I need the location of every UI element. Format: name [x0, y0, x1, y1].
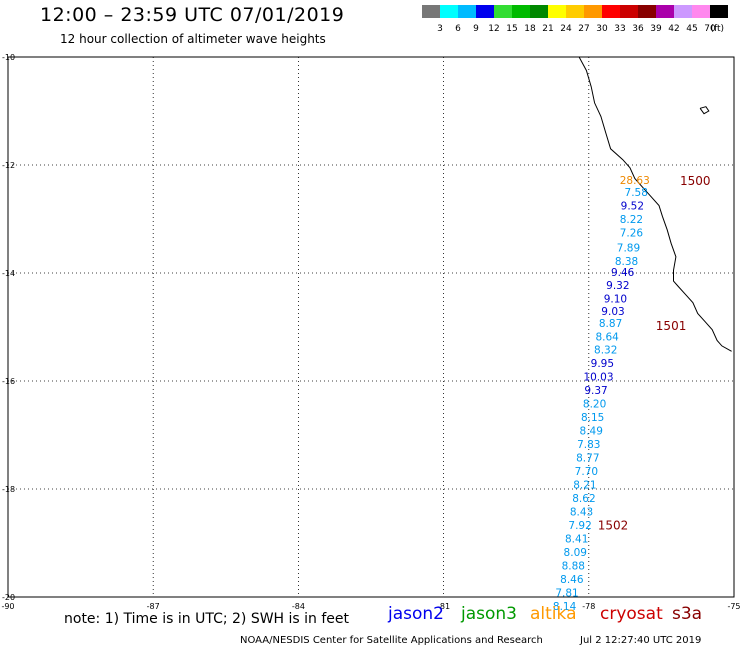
wave-height-value: 8.20 [583, 399, 606, 411]
wave-height-colorbar: 3 6 9 12 15 18 21 24 27 30 33 36 39 42 45 70(ft) [422, 5, 728, 34]
wave-height-value: 8.41 [565, 534, 588, 546]
colorbar-tick-label: 36 [632, 24, 644, 34]
colorbar-swatch [566, 5, 584, 18]
wave-height-value: 9.95 [591, 358, 614, 370]
pass-number-label: 1501 [656, 319, 687, 333]
wave-height-value: 8.64 [595, 332, 619, 344]
colorbar-tick-label: 9 [473, 24, 479, 34]
wave-height-value: 8.38 [615, 256, 638, 268]
lat-tick-label: -20 [2, 593, 15, 602]
colorbar-tick-label: 21 [542, 24, 553, 34]
map-title: 12:00 – 23:59 UTC 07/01/2019 [40, 4, 345, 26]
wave-height-value: 9.03 [601, 306, 624, 318]
wave-height-value: 7.58 [625, 187, 648, 199]
colorbar-swatch [656, 5, 674, 18]
pass-number-label: 1500 [680, 174, 711, 188]
wave-height-value: 28.63 [620, 175, 650, 187]
colorbar-swatch [494, 5, 512, 18]
colorbar-swatch [512, 5, 530, 18]
wave-height-value: 8.32 [594, 345, 617, 357]
colorbar-swatch [584, 5, 602, 18]
satellite-jason3: jason3 [461, 604, 517, 624]
map-subtitle: 12 hour collection of altimeter wave hei… [60, 32, 326, 46]
wave-height-value: 10.03 [583, 372, 613, 384]
island-outline [699, 106, 710, 115]
colorbar-swatch [692, 5, 710, 18]
satellite-cryosat: cryosat [600, 604, 663, 624]
wave-height-value: 9.10 [604, 293, 627, 305]
lon-tick-label: -87 [147, 602, 160, 611]
lat-tick-label: -12 [2, 161, 15, 170]
satellite-altika: altika [530, 604, 577, 624]
lon-tick-label: -90 [1, 602, 14, 611]
colorbar-tick-label: 42 [668, 24, 679, 34]
colorbar-tick-label: 12 [488, 24, 499, 34]
wave-height-value: 9.46 [611, 267, 635, 279]
lon-tick-label: -84 [292, 602, 305, 611]
colorbar-swatch [674, 5, 692, 18]
colorbar-swatch [458, 5, 476, 18]
wave-height-value: 9.52 [621, 201, 644, 213]
wave-height-value: 8.46 [560, 574, 584, 586]
lat-tick-label: -18 [2, 485, 15, 494]
timestamp: Jul 2 12:27:40 UTC 2019 [580, 635, 702, 646]
satellite-jason2: jason2 [388, 604, 444, 624]
colorbar-tick-label: 27 [578, 24, 589, 34]
wave-height-value: 8.77 [576, 453, 599, 465]
wave-height-value: 7.81 [555, 588, 578, 600]
colorbar-tick-label: 33 [614, 24, 625, 34]
wave-height-value: 8.43 [570, 507, 593, 519]
colorbar-tick-label: 3 [437, 24, 443, 34]
colorbar-tick-label: 39 [650, 24, 662, 34]
colorbar-tick-label: 70 [704, 24, 716, 34]
lon-tick-label: -78 [582, 602, 595, 611]
colorbar-unit-label: (ft) [710, 24, 724, 34]
map-frame [7, 56, 735, 598]
wave-height-value: 7.92 [568, 520, 591, 532]
footer-note: note: 1) Time is in UTC; 2) SWH is in fe… [64, 611, 350, 627]
wave-height-value: 8.14 [553, 601, 577, 613]
lon-tick-label: -75 [727, 602, 740, 611]
wave-height-value: 7.83 [577, 439, 600, 451]
colorbar-swatch [530, 5, 548, 18]
colorbar-swatch [440, 5, 458, 18]
wave-height-value: 8.88 [562, 561, 585, 573]
wave-height-value: 8.62 [572, 493, 595, 505]
coastline [578, 56, 732, 352]
lat-tick-label: -16 [2, 377, 15, 386]
colorbar-tick-label: 18 [524, 24, 536, 34]
wave-height-value: 9.37 [584, 385, 607, 397]
colorbar-tick-label: 6 [455, 24, 461, 34]
colorbar-swatch [620, 5, 638, 18]
wave-height-value: 8.22 [620, 214, 643, 226]
colorbar-tick-label: 30 [596, 24, 608, 34]
wave-height-value: 8.09 [564, 547, 587, 559]
colorbar-swatch [710, 5, 728, 18]
colorbar-swatch [638, 5, 656, 18]
pass-number-label: 1502 [598, 519, 629, 533]
wave-height-value: 8.87 [599, 318, 622, 330]
wave-height-value: 8.21 [573, 480, 596, 492]
lon-tick-label: -81 [437, 602, 450, 611]
lat-tick-label: -14 [2, 269, 15, 278]
wave-height-value: 7.89 [617, 243, 640, 255]
colorbar-swatch [476, 5, 494, 18]
lat-tick-label: -10 [2, 53, 15, 62]
colorbar-tick-label: 24 [560, 24, 572, 34]
wave-height-value: 7.26 [620, 228, 644, 240]
wave-height-value: 7.70 [575, 466, 598, 478]
credit-text: NOAA/NESDIS Center for Satellite Applica… [240, 635, 543, 646]
satellite-s3a: s3a [672, 604, 703, 624]
wave-height-value: 8.49 [580, 426, 603, 438]
colorbar-swatch [422, 5, 440, 18]
colorbar-swatch [602, 5, 620, 18]
wave-height-value: 9.32 [606, 280, 629, 292]
colorbar-swatch [548, 5, 566, 18]
colorbar-tick-label: 45 [686, 24, 697, 34]
colorbar-tick-label: 15 [506, 24, 517, 34]
wave-height-value: 8.15 [581, 412, 604, 424]
